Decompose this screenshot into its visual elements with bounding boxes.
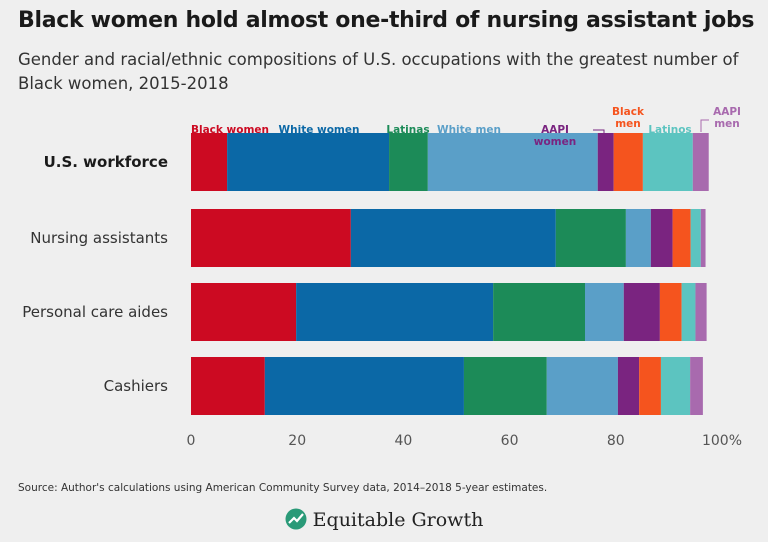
bar-segment: [700, 209, 706, 267]
bar-segment: [227, 133, 390, 191]
bar-segment: [650, 209, 673, 267]
bar-segment: [463, 357, 547, 415]
bar-segment: [585, 283, 624, 341]
bar-segment: [692, 133, 709, 191]
logo-text: Equitable Growth: [312, 509, 484, 531]
bar-segment: [623, 283, 660, 341]
bar-segment: [690, 209, 701, 267]
legend-label: White men: [437, 124, 501, 136]
bar-segment: [296, 283, 494, 341]
y-tick-label: U.S. workforce: [44, 153, 168, 171]
legend-label: White women: [278, 124, 360, 136]
bar-segment: [639, 357, 661, 415]
bar-segment: [597, 133, 614, 191]
legend-label: AAPI women: [533, 124, 577, 148]
logo: Equitable Growth: [0, 508, 768, 531]
legend-label: Black men: [612, 106, 644, 130]
leader-line: [700, 119, 709, 132]
x-tick-label: 60: [501, 433, 519, 449]
y-tick-label: Personal care aides: [22, 303, 168, 321]
bar-segment: [681, 283, 696, 341]
bar-segment: [191, 283, 297, 341]
y-tick-label: Cashiers: [104, 377, 169, 395]
bar-segment: [389, 133, 428, 191]
chart-title: Black women hold almost one-third of nur…: [18, 8, 755, 33]
x-tick-label: 100%: [702, 433, 742, 449]
logo-icon: [285, 508, 307, 530]
x-tick-label: 20: [288, 433, 306, 449]
bar-segment: [264, 357, 464, 415]
bar-segment: [427, 133, 598, 191]
bar-segment: [659, 283, 682, 341]
bar-segment: [546, 357, 618, 415]
legend-label: AAPI men: [713, 106, 741, 130]
x-tick-label: 0: [187, 433, 196, 449]
bar-segment: [695, 283, 707, 341]
y-tick-label: Nursing assistants: [30, 229, 168, 247]
legend-label: Latinos: [648, 124, 692, 136]
leader-dot: [601, 133, 607, 139]
bar-segment: [613, 133, 643, 191]
bar-segment: [191, 357, 265, 415]
leader-line: [593, 129, 605, 134]
legend-label: Latinas: [386, 124, 430, 136]
bar-segment: [350, 209, 556, 267]
bar-segment: [690, 357, 703, 415]
chart: U.S. workforce Nursing assistants Personal…: [22, 119, 742, 449]
bar-segment: [617, 357, 640, 415]
bar-segment: [493, 283, 586, 341]
bar-segment: [625, 209, 651, 267]
bar-segment: [555, 209, 626, 267]
bar-segment: [672, 209, 691, 267]
bar-segment: [660, 357, 691, 415]
bar-segment: [191, 209, 351, 267]
x-tick-label: 40: [394, 433, 412, 449]
legend-label: Black women: [190, 124, 269, 136]
bar-segment: [642, 133, 693, 191]
bar-segment: [191, 133, 228, 191]
x-tick-label: 80: [607, 433, 625, 449]
chart-subtitle: Gender and racial/ethnic compositions of…: [18, 50, 739, 93]
source-note: Source: Author's calculations using Amer…: [18, 482, 548, 494]
